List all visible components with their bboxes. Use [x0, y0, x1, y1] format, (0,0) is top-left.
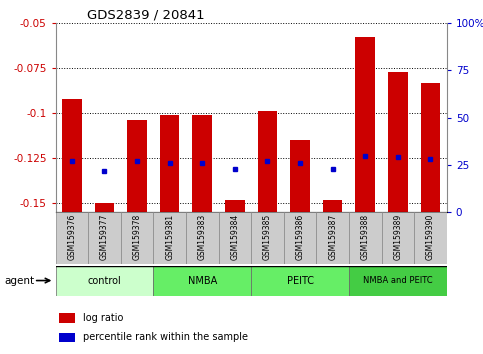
Bar: [219, 212, 251, 264]
Bar: [323, 200, 342, 212]
Bar: [160, 115, 180, 212]
Bar: [95, 204, 114, 212]
Bar: [186, 212, 218, 264]
Text: GSM159384: GSM159384: [230, 214, 240, 260]
Text: GSM159378: GSM159378: [132, 214, 142, 260]
Bar: [382, 212, 414, 264]
Text: GSM159376: GSM159376: [67, 214, 76, 260]
Bar: [251, 212, 284, 264]
Bar: [88, 212, 121, 264]
Bar: [414, 212, 447, 264]
Text: GSM159377: GSM159377: [100, 214, 109, 260]
Text: GSM159381: GSM159381: [165, 214, 174, 260]
Bar: [62, 99, 82, 212]
Bar: [421, 82, 440, 212]
Bar: [225, 200, 245, 212]
Text: GSM159390: GSM159390: [426, 214, 435, 260]
Bar: [290, 140, 310, 212]
Text: GSM159389: GSM159389: [393, 214, 402, 260]
Text: log ratio: log ratio: [83, 313, 123, 323]
Text: GSM159387: GSM159387: [328, 214, 337, 260]
Bar: [154, 266, 251, 296]
Text: GSM159388: GSM159388: [361, 214, 370, 260]
Bar: [56, 266, 154, 296]
Bar: [355, 38, 375, 212]
Text: control: control: [87, 275, 121, 286]
Text: GSM159383: GSM159383: [198, 214, 207, 260]
Bar: [154, 212, 186, 264]
Text: NMBA: NMBA: [187, 275, 217, 286]
Bar: [251, 266, 349, 296]
Text: percentile rank within the sample: percentile rank within the sample: [83, 332, 248, 342]
Text: NMBA and PEITC: NMBA and PEITC: [363, 276, 433, 285]
Bar: [388, 72, 408, 212]
Text: GSM159385: GSM159385: [263, 214, 272, 260]
Bar: [284, 212, 316, 264]
Bar: [349, 212, 382, 264]
Bar: [56, 212, 88, 264]
Text: GSM159386: GSM159386: [296, 214, 305, 260]
Bar: [59, 313, 75, 323]
Bar: [349, 266, 447, 296]
Bar: [193, 115, 212, 212]
Bar: [258, 112, 277, 212]
Text: agent: agent: [5, 275, 35, 286]
Text: GDS2839 / 20841: GDS2839 / 20841: [87, 9, 204, 22]
Bar: [128, 120, 147, 212]
Bar: [316, 212, 349, 264]
Bar: [121, 212, 154, 264]
Bar: [59, 332, 75, 342]
Text: PEITC: PEITC: [286, 275, 313, 286]
